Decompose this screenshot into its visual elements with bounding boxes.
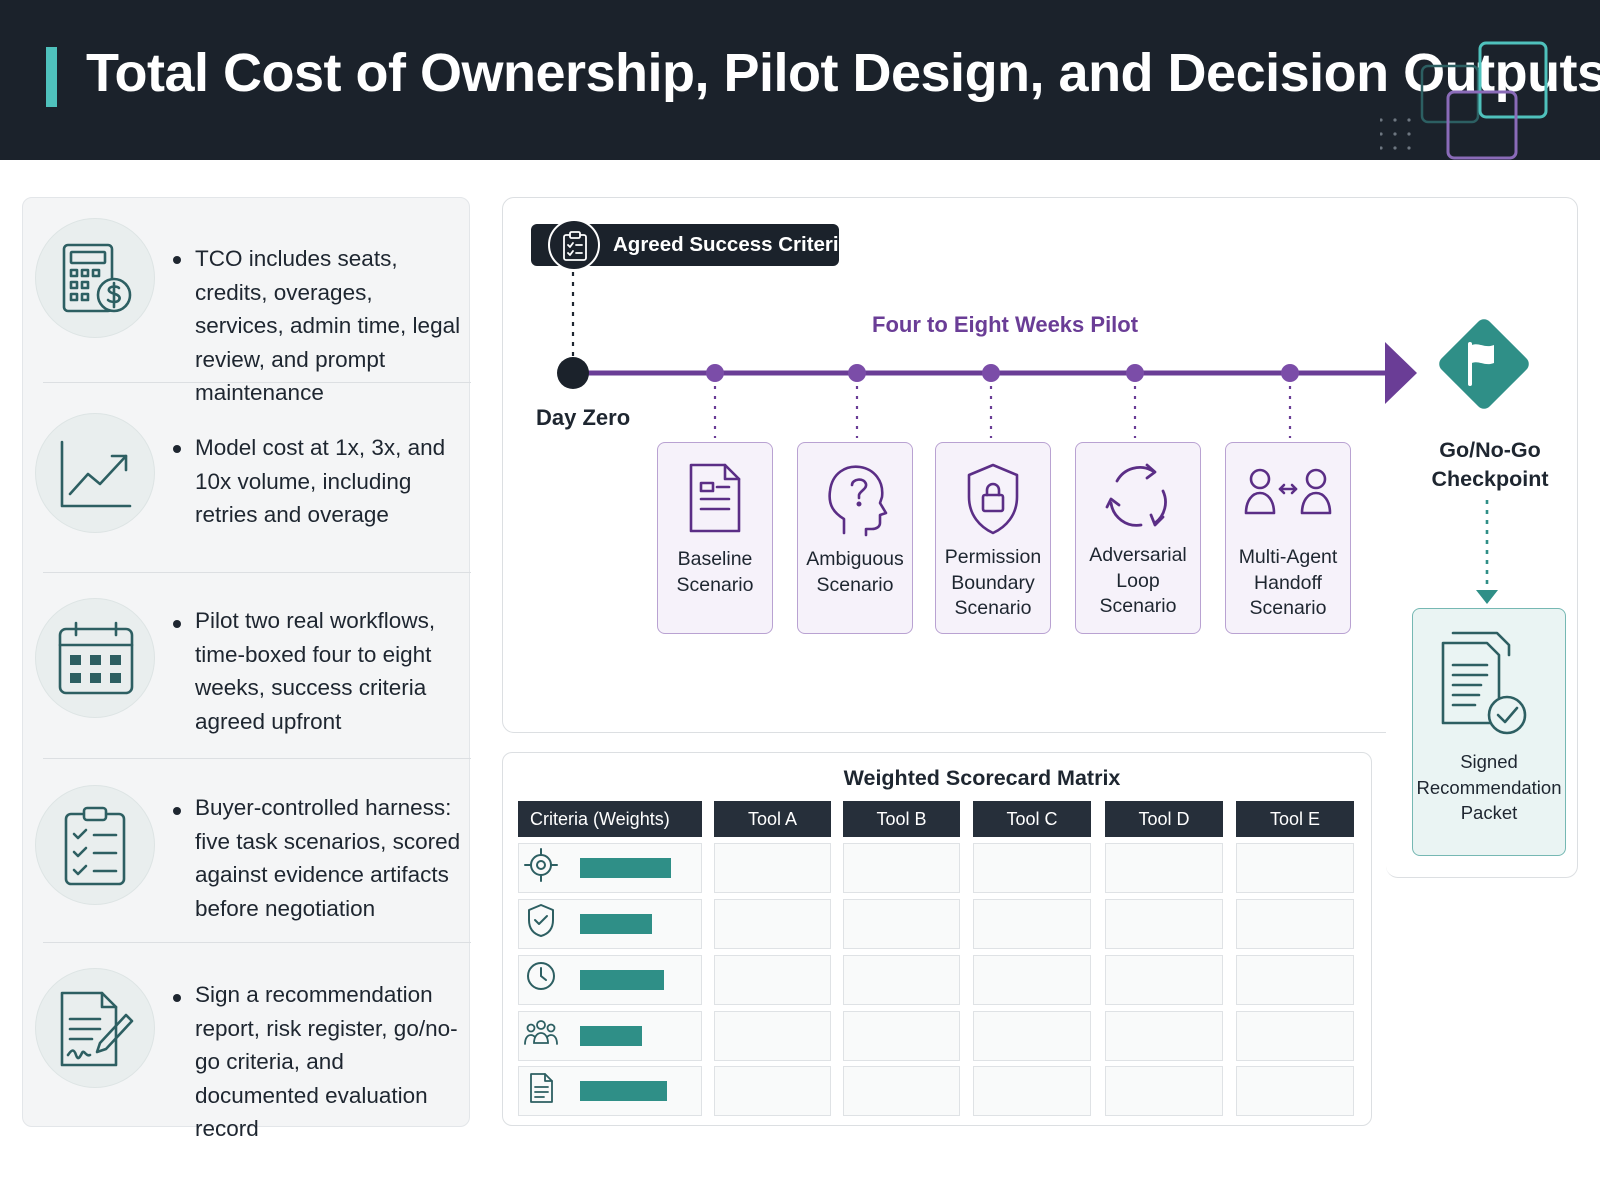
scenario-label: Baseline Scenario	[676, 548, 754, 596]
score-cell[interactable]	[973, 843, 1091, 893]
divider	[43, 758, 471, 759]
tool-header: Tool E	[1236, 801, 1354, 837]
divider	[43, 942, 471, 943]
shield-check-icon	[528, 904, 554, 937]
score-cell[interactable]	[1236, 955, 1354, 1005]
signed-document-icon	[35, 968, 155, 1088]
calculator-dollar-icon	[35, 218, 155, 338]
score-cell[interactable]	[973, 1066, 1091, 1116]
target-icon	[524, 848, 558, 882]
score-cell[interactable]	[843, 1011, 960, 1061]
score-cell[interactable]	[714, 1066, 831, 1116]
scenario-label: Ambiguous Scenario	[806, 548, 904, 596]
success-criteria-label: Agreed Success Criteria	[613, 233, 851, 256]
bullet-dot	[173, 620, 181, 628]
overlapping-squares-icon	[1380, 41, 1548, 160]
clock-icon	[527, 962, 555, 990]
tco-summary-panel: TCO includes seats, credits, overages, s…	[22, 197, 471, 1141]
score-cell[interactable]	[1236, 1011, 1354, 1061]
score-cell[interactable]	[843, 1066, 960, 1116]
document-check-icon	[1441, 631, 1527, 735]
tool-header: Tool D	[1105, 801, 1223, 837]
flag-diamond-icon	[1439, 319, 1529, 409]
people-icon	[524, 1020, 558, 1045]
score-cell[interactable]	[843, 955, 960, 1005]
tool-header: Tool C	[973, 801, 1091, 837]
day-zero-node	[557, 357, 589, 389]
scorecard-title: Weighted Scorecard Matrix	[843, 766, 1121, 790]
score-cell[interactable]	[843, 843, 960, 893]
scenario-label: Multi-Agent Handoff Scenario	[1238, 546, 1338, 619]
packet-label: Signed Recommendation Packet	[1416, 751, 1562, 823]
tco-item-text: TCO includes seats, credits, overages, s…	[195, 246, 461, 405]
clipboard-check-icon	[548, 219, 600, 271]
score-cell[interactable]	[1105, 843, 1223, 893]
tool-header: Tool A	[714, 801, 831, 837]
score-cell[interactable]	[1105, 899, 1223, 949]
scenario-card-multi-agent-handoff: Multi-Agent Handoff Scenario	[1225, 442, 1351, 634]
title-accent-bar	[46, 47, 57, 107]
score-cell[interactable]	[1105, 1011, 1223, 1061]
weight-bar	[580, 1081, 667, 1101]
day-zero-label: Day Zero	[536, 405, 631, 430]
score-cell[interactable]	[973, 1011, 1091, 1061]
document-icon	[530, 1073, 553, 1103]
score-cell[interactable]	[714, 843, 831, 893]
calendar-icon	[35, 598, 155, 718]
cycle-arrows-icon	[1105, 463, 1167, 527]
weight-bar	[580, 970, 664, 990]
score-cell[interactable]	[714, 1011, 831, 1061]
tool-header: Tool B	[843, 801, 960, 837]
bullet-dot	[173, 807, 181, 815]
score-cell[interactable]	[843, 899, 960, 949]
shield-lock-icon	[967, 463, 1019, 535]
page-title: Total Cost of Ownership, Pilot Design, a…	[86, 43, 1600, 103]
agents-handoff-icon	[1244, 468, 1332, 515]
scenario-card-baseline: Baseline Scenario	[657, 442, 773, 634]
question-head-icon	[828, 465, 888, 537]
score-cell[interactable]	[973, 899, 1091, 949]
score-cell[interactable]	[714, 899, 831, 949]
score-cell[interactable]	[1105, 955, 1223, 1005]
document-icon	[689, 463, 741, 533]
bullet-dot	[173, 256, 181, 264]
score-cell[interactable]	[1236, 843, 1354, 893]
divider	[43, 572, 471, 573]
tco-item-text: Buyer-controlled harness: five task scen…	[195, 795, 461, 921]
score-cell[interactable]	[1105, 1066, 1223, 1116]
tco-item-text: Sign a recommendation report, risk regis…	[195, 982, 458, 1141]
scenario-card-ambiguous: Ambiguous Scenario	[797, 442, 913, 634]
weight-bar	[580, 1026, 642, 1046]
divider	[43, 382, 471, 383]
scenario-card-permission-boundary: Permission Boundary Scenario	[935, 442, 1051, 634]
weight-bar	[580, 858, 671, 878]
header: Total Cost of Ownership, Pilot Design, a…	[0, 0, 1600, 160]
signed-recommendation-packet: Signed Recommendation Packet	[1412, 608, 1566, 856]
criteria-header: Criteria (Weights)	[518, 801, 702, 837]
checklist-clipboard-icon	[35, 785, 155, 905]
timeline-arrowhead	[1385, 342, 1417, 404]
bullet-dot	[173, 445, 181, 453]
score-cell[interactable]	[714, 955, 831, 1005]
score-cell[interactable]	[973, 955, 1091, 1005]
tco-item-text: Pilot two real workflows, time-boxed fou…	[195, 608, 436, 734]
trend-chart-icon	[35, 413, 155, 533]
tco-item-text: Model cost at 1x, 3x, and 10x volume, in…	[195, 435, 446, 527]
scenario-card-adversarial-loop: Adversarial Loop Scenario	[1075, 442, 1201, 634]
go-no-go-checkpoint-label: Go/No-Go Checkpoint	[1431, 438, 1549, 491]
pilot-duration-label: Four to Eight Weeks Pilot	[872, 312, 1139, 337]
scenario-label: Adversarial Loop Scenario	[1089, 544, 1187, 617]
score-cell[interactable]	[1236, 1066, 1354, 1116]
score-cell[interactable]	[1236, 899, 1354, 949]
bullet-dot	[173, 994, 181, 1002]
scenario-label: Permission Boundary Scenario	[944, 546, 1042, 619]
weight-bar	[580, 914, 652, 934]
